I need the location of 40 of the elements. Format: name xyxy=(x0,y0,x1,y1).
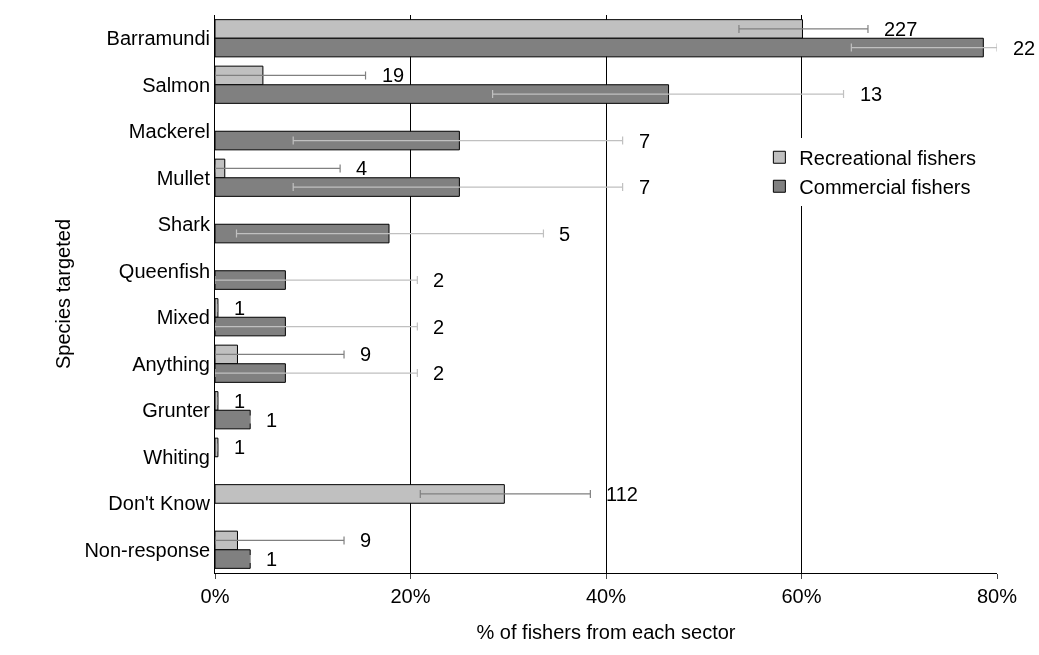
annotation: 1 xyxy=(266,409,278,431)
y-tick-label: Whiting xyxy=(143,445,210,468)
x-tick-label: 40% xyxy=(585,585,627,607)
annotation: 9 xyxy=(360,343,372,365)
x-tick-label: 20% xyxy=(390,585,431,607)
y-tick-label: Mixed xyxy=(156,306,210,329)
annotation: 9 xyxy=(360,529,372,551)
annotation: 1 xyxy=(234,297,246,319)
y-tick-label: Non-response xyxy=(84,538,210,561)
annotation: 227 xyxy=(884,18,918,40)
annotation: 1 xyxy=(234,436,246,458)
x-tick-label: 80% xyxy=(976,585,1018,607)
annotation: 7 xyxy=(639,130,651,152)
y-tick-label: Grunter xyxy=(142,399,211,422)
x-tick-label: 0% xyxy=(200,585,230,607)
annotation: 2 xyxy=(433,316,445,338)
y-tick-label: Queenfish xyxy=(118,259,210,282)
annotation: 5 xyxy=(559,223,571,245)
y-tick-label: Mullet xyxy=(156,166,211,189)
annotation: 1 xyxy=(266,548,278,570)
legend-label: Recreational fishers xyxy=(799,147,977,170)
y-tick-label: Salmon xyxy=(142,73,210,96)
y-tick-label: Shark xyxy=(157,213,211,236)
annotation: 7 xyxy=(639,176,651,198)
annotation: 1 xyxy=(234,390,246,412)
annotation: 13 xyxy=(860,83,883,105)
x-tick-label: 60% xyxy=(781,585,822,607)
y-axis-title: Species targeted xyxy=(51,218,74,370)
x-axis-title: % of fishers from each sector xyxy=(476,620,736,643)
annotation: 2 xyxy=(433,269,445,291)
legend-label: Commercial fishers xyxy=(799,176,971,199)
y-tick-label: Mackerel xyxy=(128,120,210,143)
y-tick-label: Barramundi xyxy=(106,27,210,50)
annotation: 19 xyxy=(382,64,405,86)
annotation: 2 xyxy=(433,362,445,384)
y-tick-label: Anything xyxy=(132,352,210,375)
annotation: 112 xyxy=(606,483,638,505)
y-tick-label: Don't Know xyxy=(108,492,211,515)
text: 22 xyxy=(1013,37,1036,59)
annotation: 4 xyxy=(356,157,368,179)
